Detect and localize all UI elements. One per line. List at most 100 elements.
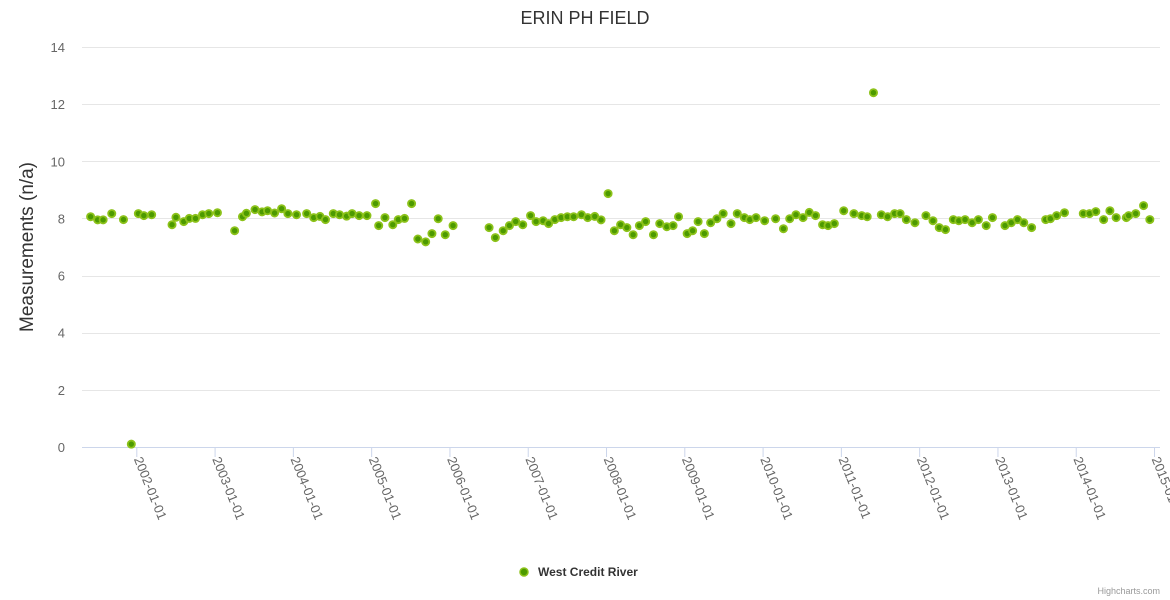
data-point[interactable] xyxy=(250,205,260,215)
data-point[interactable] xyxy=(1052,211,1062,221)
data-point[interactable] xyxy=(1019,218,1029,228)
data-point[interactable] xyxy=(732,209,742,219)
data-point[interactable] xyxy=(167,220,177,230)
data-point[interactable] xyxy=(270,208,280,218)
data-point[interactable] xyxy=(960,215,970,225)
data-point[interactable] xyxy=(302,209,312,219)
data-point[interactable] xyxy=(490,233,500,243)
data-point[interactable] xyxy=(98,215,108,225)
data-point[interactable] xyxy=(811,211,821,221)
data-point[interactable] xyxy=(400,213,410,223)
data-point[interactable] xyxy=(388,220,398,230)
data-point[interactable] xyxy=(628,230,638,240)
data-point[interactable] xyxy=(940,225,950,235)
data-point[interactable] xyxy=(1105,206,1115,216)
data-point[interactable] xyxy=(107,209,117,219)
data-point[interactable] xyxy=(448,221,458,231)
data-point[interactable] xyxy=(726,219,736,229)
data-point[interactable] xyxy=(641,217,651,227)
data-point[interactable] xyxy=(981,221,991,231)
data-point[interactable] xyxy=(785,214,795,224)
data-point[interactable] xyxy=(868,88,878,98)
data-point[interactable] xyxy=(569,212,579,222)
data-point[interactable] xyxy=(277,204,287,214)
data-point[interactable] xyxy=(504,221,514,231)
data-point[interactable] xyxy=(648,230,658,240)
data-point[interactable] xyxy=(583,213,593,223)
data-point[interactable] xyxy=(347,209,357,219)
data-point[interactable] xyxy=(699,229,709,239)
data-point[interactable] xyxy=(511,217,521,227)
data-point[interactable] xyxy=(407,199,417,209)
data-point[interactable] xyxy=(849,209,859,219)
data-point[interactable] xyxy=(380,213,390,223)
data-point[interactable] xyxy=(283,209,293,219)
data-point[interactable] xyxy=(320,215,330,225)
data-point[interactable] xyxy=(1145,215,1155,225)
data-point[interactable] xyxy=(1027,223,1037,233)
data-point[interactable] xyxy=(531,217,541,227)
data-point[interactable] xyxy=(895,209,905,219)
data-point[interactable] xyxy=(498,226,508,236)
data-point[interactable] xyxy=(433,214,443,224)
data-point[interactable] xyxy=(655,219,665,229)
legend-item-west-credit-river[interactable]: West Credit River xyxy=(519,565,638,579)
data-point[interactable] xyxy=(928,216,938,226)
data-point[interactable] xyxy=(147,210,157,220)
data-point[interactable] xyxy=(987,213,997,223)
data-point[interactable] xyxy=(603,189,613,199)
data-point[interactable] xyxy=(212,208,222,218)
data-point[interactable] xyxy=(622,223,632,233)
data-point[interactable] xyxy=(126,439,136,449)
data-point[interactable] xyxy=(693,217,703,227)
data-point[interactable] xyxy=(609,226,619,236)
data-point[interactable] xyxy=(371,199,381,209)
data-point[interactable] xyxy=(335,210,345,220)
data-point[interactable] xyxy=(1131,209,1141,219)
data-point[interactable] xyxy=(421,237,431,247)
data-point[interactable] xyxy=(86,212,96,222)
data-point[interactable] xyxy=(427,229,437,239)
data-point[interactable] xyxy=(374,221,384,231)
data-point[interactable] xyxy=(921,211,931,221)
data-point[interactable] xyxy=(171,212,181,222)
data-point[interactable] xyxy=(862,212,872,222)
data-point[interactable] xyxy=(526,211,536,221)
data-point[interactable] xyxy=(829,219,839,229)
data-point[interactable] xyxy=(230,226,240,236)
data-point[interactable] xyxy=(1111,213,1121,223)
data-point[interactable] xyxy=(771,214,781,224)
credits-link[interactable]: Highcharts.com xyxy=(1097,586,1160,596)
data-point[interactable] xyxy=(751,213,761,223)
data-point[interactable] xyxy=(718,209,728,219)
data-point[interactable] xyxy=(362,211,372,221)
data-point[interactable] xyxy=(1091,207,1101,217)
data-point[interactable] xyxy=(139,211,149,221)
data-point[interactable] xyxy=(1099,215,1109,225)
data-point[interactable] xyxy=(204,209,214,219)
data-point[interactable] xyxy=(883,212,893,222)
data-point[interactable] xyxy=(292,210,302,220)
data-point[interactable] xyxy=(778,224,788,234)
data-point[interactable] xyxy=(973,215,983,225)
data-point[interactable] xyxy=(798,213,808,223)
data-point[interactable] xyxy=(263,206,273,216)
data-point[interactable] xyxy=(712,214,722,224)
data-point[interactable] xyxy=(518,220,528,230)
data-point[interactable] xyxy=(760,216,770,226)
data-point[interactable] xyxy=(1139,201,1149,211)
data-point[interactable] xyxy=(634,221,644,231)
series-west-credit-river[interactable] xyxy=(86,88,1155,449)
data-point[interactable] xyxy=(668,221,678,231)
data-point[interactable] xyxy=(413,234,423,244)
data-point[interactable] xyxy=(791,210,801,220)
data-point[interactable] xyxy=(910,218,920,228)
data-point[interactable] xyxy=(839,206,849,216)
data-point[interactable] xyxy=(706,218,716,228)
data-point[interactable] xyxy=(118,215,128,225)
data-point[interactable] xyxy=(241,208,251,218)
data-point[interactable] xyxy=(544,219,554,229)
data-point[interactable] xyxy=(1059,208,1069,218)
data-point[interactable] xyxy=(901,215,911,225)
data-point[interactable] xyxy=(191,213,201,223)
